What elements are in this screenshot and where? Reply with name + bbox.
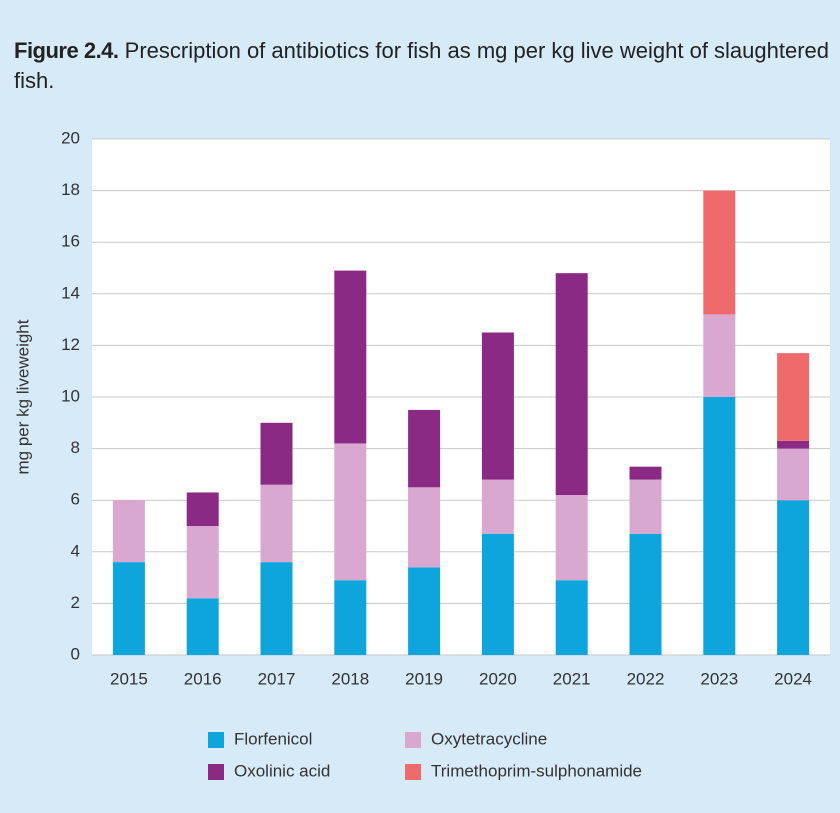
title-text: Prescription of antibiotics for fish as … (14, 38, 830, 93)
bar-segment (112, 500, 145, 563)
bar-segment (408, 567, 441, 655)
y-tick-label: 16 (61, 232, 80, 251)
bar-segment (629, 533, 662, 655)
bar-segment (408, 409, 441, 488)
chart-title: Figure 2.4. Prescription of antibiotics … (14, 36, 834, 96)
legend-swatch (208, 764, 224, 780)
legend-label: Florfenicol (234, 729, 312, 748)
y-tick-label: 14 (61, 283, 80, 302)
x-tick-label: 2019 (405, 669, 443, 688)
x-tick-label: 2018 (331, 669, 369, 688)
x-tick-label: 2015 (110, 669, 148, 688)
legend-label: Oxytetracycline (431, 729, 547, 748)
bar-segment (260, 562, 293, 655)
legend-swatch (208, 732, 224, 748)
bar-segment (703, 190, 736, 315)
bar-segment (629, 466, 662, 480)
x-tick-label: 2020 (479, 669, 517, 688)
y-tick-label: 18 (61, 180, 80, 199)
bar-segment (703, 397, 736, 655)
bar-segment (334, 443, 367, 581)
bar-segment (777, 353, 810, 441)
bar-segment (555, 495, 588, 581)
y-tick-label: 10 (61, 386, 80, 405)
y-tick-label: 8 (71, 438, 80, 457)
y-tick-label: 12 (61, 335, 80, 354)
figure-label: Figure 2.4. (14, 38, 119, 63)
bar-segment (777, 500, 810, 655)
bar-segment (777, 440, 810, 449)
bar-segment (481, 533, 514, 655)
y-tick-label: 2 (71, 593, 80, 612)
legend-label: Trimethoprim-sulphonamide (431, 761, 642, 780)
bar-segment (112, 562, 145, 655)
x-tick-label: 2022 (627, 669, 665, 688)
bar-segment (334, 580, 367, 655)
bar-segment (186, 492, 219, 526)
bar-segment (334, 270, 367, 444)
bar-segment (260, 422, 293, 485)
bar-segment (186, 598, 219, 655)
x-tick-label: 2016 (184, 669, 222, 688)
bar-segment (703, 314, 736, 397)
bar-segment (186, 526, 219, 599)
legend-swatch (405, 732, 421, 748)
bar-segment (260, 484, 293, 563)
bar-segment (555, 273, 588, 496)
x-tick-label: 2017 (258, 669, 296, 688)
y-tick-label: 6 (71, 490, 80, 509)
bar-segment (629, 479, 662, 534)
y-axis-label: mg per kg liveweight (13, 319, 32, 474)
x-tick-label: 2023 (700, 669, 738, 688)
bar-segment (408, 487, 441, 568)
x-tick-label: 2024 (774, 669, 812, 688)
bar-segment (777, 448, 810, 501)
y-tick-label: 0 (71, 644, 80, 663)
legend-swatch (405, 764, 421, 780)
bar-segment (555, 580, 588, 655)
legend-label: Oxolinic acid (234, 761, 330, 780)
bar-segment (481, 332, 514, 480)
y-tick-label: 4 (71, 541, 80, 560)
bar-segment (481, 479, 514, 534)
y-tick-label: 20 (61, 128, 80, 147)
x-tick-label: 2021 (553, 669, 591, 688)
